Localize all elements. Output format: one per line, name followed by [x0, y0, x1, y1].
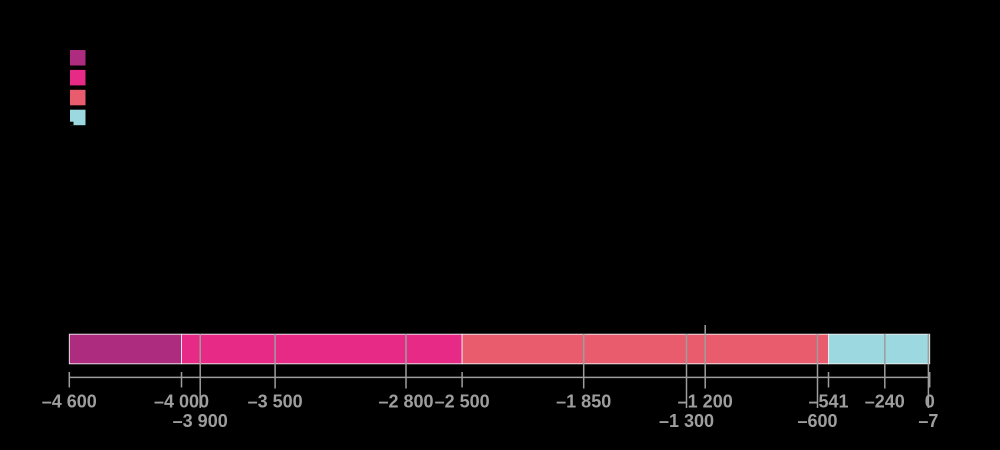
svg-text:–2 800: –2 800	[378, 392, 433, 412]
svg-text:–1 300: –1 300	[659, 411, 714, 431]
svg-text:–600: –600	[797, 411, 837, 431]
svg-text:–4 600: –4 600	[42, 392, 97, 412]
svg-text:–1 850: –1 850	[556, 392, 611, 412]
svg-text:–2 500: –2 500	[435, 392, 490, 412]
svg-text:–4 000: –4 000	[154, 392, 209, 412]
svg-text:–7: –7	[918, 411, 938, 431]
svg-text:–240: –240	[865, 392, 905, 412]
svg-text:–541: –541	[808, 392, 848, 412]
svg-text:0: 0	[925, 392, 935, 412]
svg-text:–3 500: –3 500	[248, 392, 303, 412]
svg-text:–1 200: –1 200	[678, 392, 733, 412]
svg-text:–3 900: –3 900	[173, 411, 228, 431]
